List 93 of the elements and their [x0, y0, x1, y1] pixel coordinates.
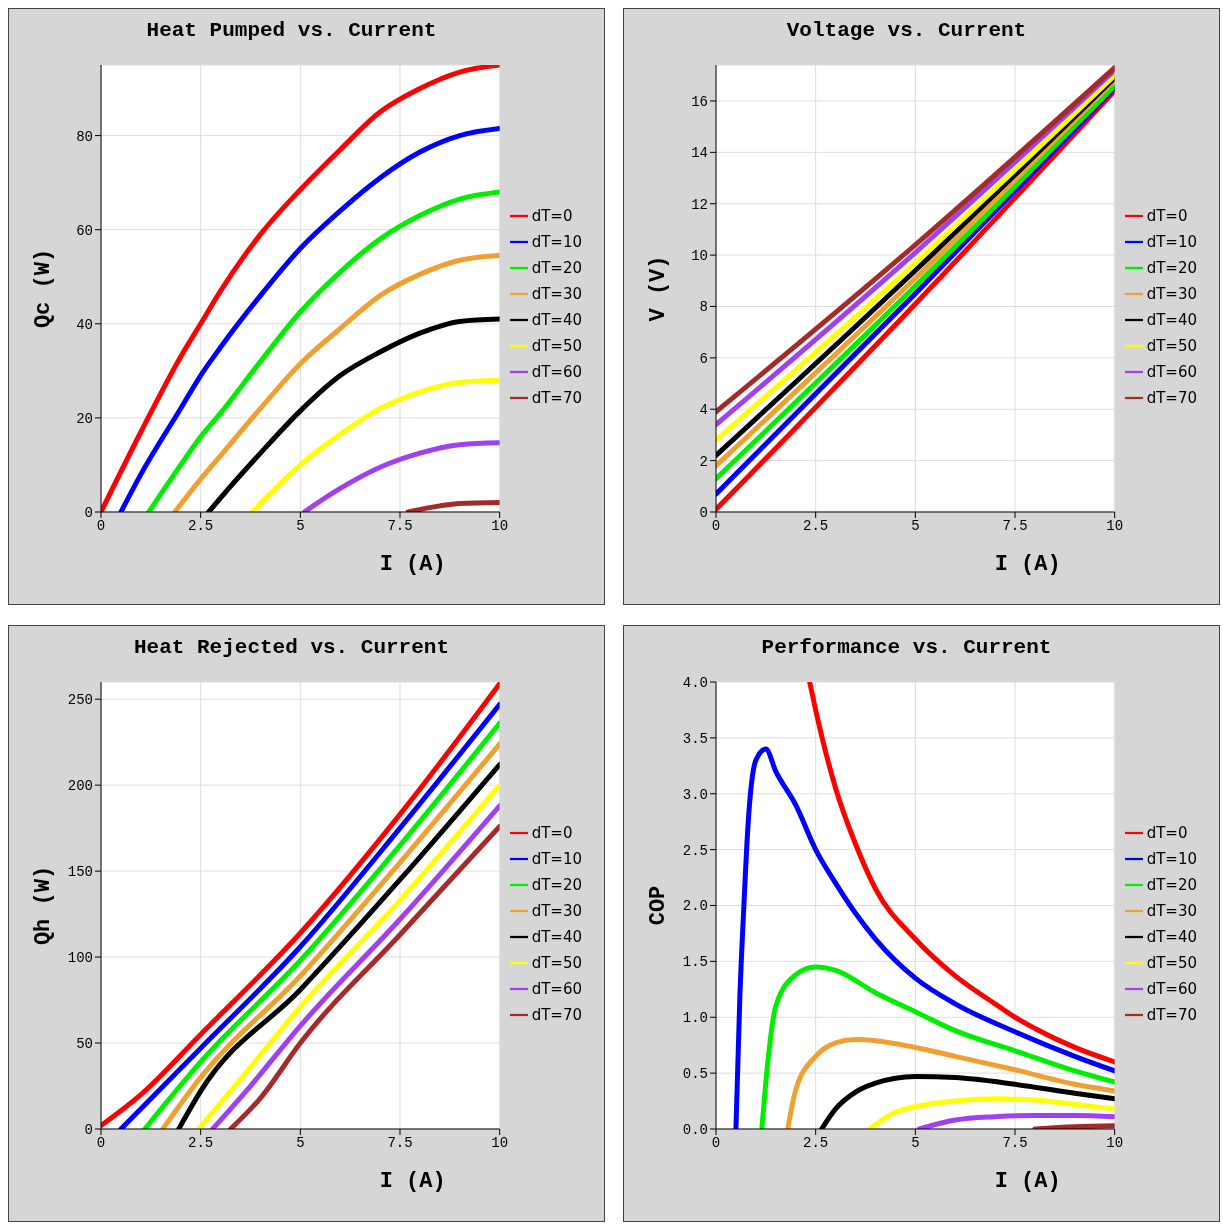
legend-label: dT=20 [1146, 875, 1197, 894]
x-tick-label: 10 [491, 517, 509, 534]
legend-label: dT=10 [531, 232, 582, 251]
x-tick-label: 7.5 [1002, 1134, 1028, 1151]
x-tick-label: 2.5 [188, 1134, 214, 1151]
legend-label: dT=70 [531, 388, 582, 407]
x-tick-label: 10 [491, 1134, 509, 1151]
y-axis-title: V (V) [645, 255, 671, 322]
x-tick-label: 5 [911, 517, 920, 534]
legend-label: dT=20 [1146, 258, 1197, 277]
y-tick-label: 14 [691, 145, 708, 162]
x-tick-label: 5 [911, 1134, 920, 1151]
y-tick-label: 1.5 [682, 954, 708, 971]
y-tick-label: 80 [76, 128, 93, 145]
y-tick-label: 4.0 [682, 674, 708, 691]
legend-label: dT=40 [531, 310, 582, 329]
y-tick-label: 8 [699, 299, 708, 316]
legend-label: dT=60 [1146, 979, 1197, 998]
chart-title: Heat Rejected vs. Current [132, 636, 451, 659]
legend-label: dT=40 [1146, 310, 1197, 329]
legend-label: dT=60 [531, 979, 582, 998]
y-tick-label: 200 [67, 778, 93, 795]
legend-label: dT=30 [531, 901, 582, 920]
y-axis-title: COP [645, 885, 671, 926]
x-axis-title: I (A) [379, 552, 446, 577]
y-tick-label: 2 [699, 453, 708, 470]
x-axis-title: I (A) [379, 1169, 446, 1194]
legend-label: dT=60 [1146, 362, 1197, 381]
y-tick-label: 16 [691, 93, 708, 110]
x-axis-title: I (A) [994, 552, 1061, 577]
legend-label: dT=0 [531, 206, 573, 225]
y-tick-label: 20 [76, 410, 93, 427]
legend-label: dT=0 [1146, 206, 1188, 225]
y-tick-label: 3.0 [682, 786, 708, 803]
x-tick-label: 7.5 [387, 517, 413, 534]
y-tick-label: 3.5 [682, 730, 708, 747]
y-tick-label: 0 [699, 504, 708, 521]
y-tick-label: 12 [691, 196, 708, 213]
y-tick-label: 0.5 [682, 1066, 708, 1083]
y-tick-label: 6 [699, 350, 708, 367]
legend-label: dT=10 [1146, 232, 1197, 251]
chart-title: Voltage vs. Current [785, 19, 1028, 42]
y-tick-label: 0.0 [682, 1121, 708, 1138]
x-tick-label: 7.5 [1002, 517, 1028, 534]
legend-label: dT=10 [531, 849, 582, 868]
x-axis-title: I (A) [994, 1169, 1061, 1194]
y-axis-title: Qc (W) [30, 248, 56, 329]
x-tick-label: 2.5 [803, 517, 829, 534]
legend-label: dT=30 [531, 284, 582, 303]
y-axis-title: Qh (W) [30, 865, 56, 946]
legend-label: dT=50 [531, 953, 582, 972]
x-tick-label: 2.5 [803, 1134, 829, 1151]
y-tick-label: 40 [76, 316, 93, 333]
x-tick-label: 0 [711, 517, 721, 534]
y-tick-label: 250 [67, 692, 93, 709]
legend-label: dT=30 [1146, 901, 1197, 920]
y-tick-label: 2.0 [682, 898, 708, 915]
y-tick-label: 150 [67, 864, 93, 881]
legend-label: dT=40 [1146, 927, 1197, 946]
x-tick-label: 5 [296, 517, 305, 534]
legend-label: dT=70 [531, 1005, 582, 1024]
legend-label: dT=50 [531, 336, 582, 355]
x-tick-label: 0 [96, 1134, 106, 1151]
y-tick-label: 100 [67, 950, 93, 967]
x-tick-label: 0 [711, 1134, 721, 1151]
y-tick-label: 0 [84, 1121, 93, 1138]
y-tick-label: 60 [76, 222, 93, 239]
x-tick-label: 5 [296, 1134, 305, 1151]
legend-label: dT=70 [1146, 1005, 1197, 1024]
chart-title: Performance vs. Current [760, 636, 1053, 659]
legend-label: dT=40 [531, 927, 582, 946]
x-tick-label: 2.5 [188, 517, 214, 534]
x-tick-label: 10 [1106, 517, 1124, 534]
y-tick-label: 1.0 [682, 1010, 708, 1027]
x-tick-label: 7.5 [387, 1134, 413, 1151]
x-tick-label: 10 [1106, 1134, 1124, 1151]
y-tick-label: 0 [84, 504, 93, 521]
legend-label: dT=0 [531, 823, 573, 842]
legend-label: dT=20 [531, 875, 582, 894]
y-tick-label: 50 [76, 1036, 93, 1053]
y-tick-label: 10 [691, 248, 708, 265]
y-tick-label: 4 [699, 402, 708, 419]
legend-label: dT=0 [1146, 823, 1188, 842]
x-tick-label: 0 [96, 517, 106, 534]
legend-label: dT=30 [1146, 284, 1197, 303]
legend-label: dT=60 [531, 362, 582, 381]
chart-title: Heat Pumped vs. Current [145, 19, 438, 42]
legend-label: dT=10 [1146, 849, 1197, 868]
legend-label: dT=70 [1146, 388, 1197, 407]
legend-label: dT=50 [1146, 953, 1197, 972]
legend-label: dT=20 [531, 258, 582, 277]
y-tick-label: 2.5 [682, 842, 708, 859]
legend-label: dT=50 [1146, 336, 1197, 355]
